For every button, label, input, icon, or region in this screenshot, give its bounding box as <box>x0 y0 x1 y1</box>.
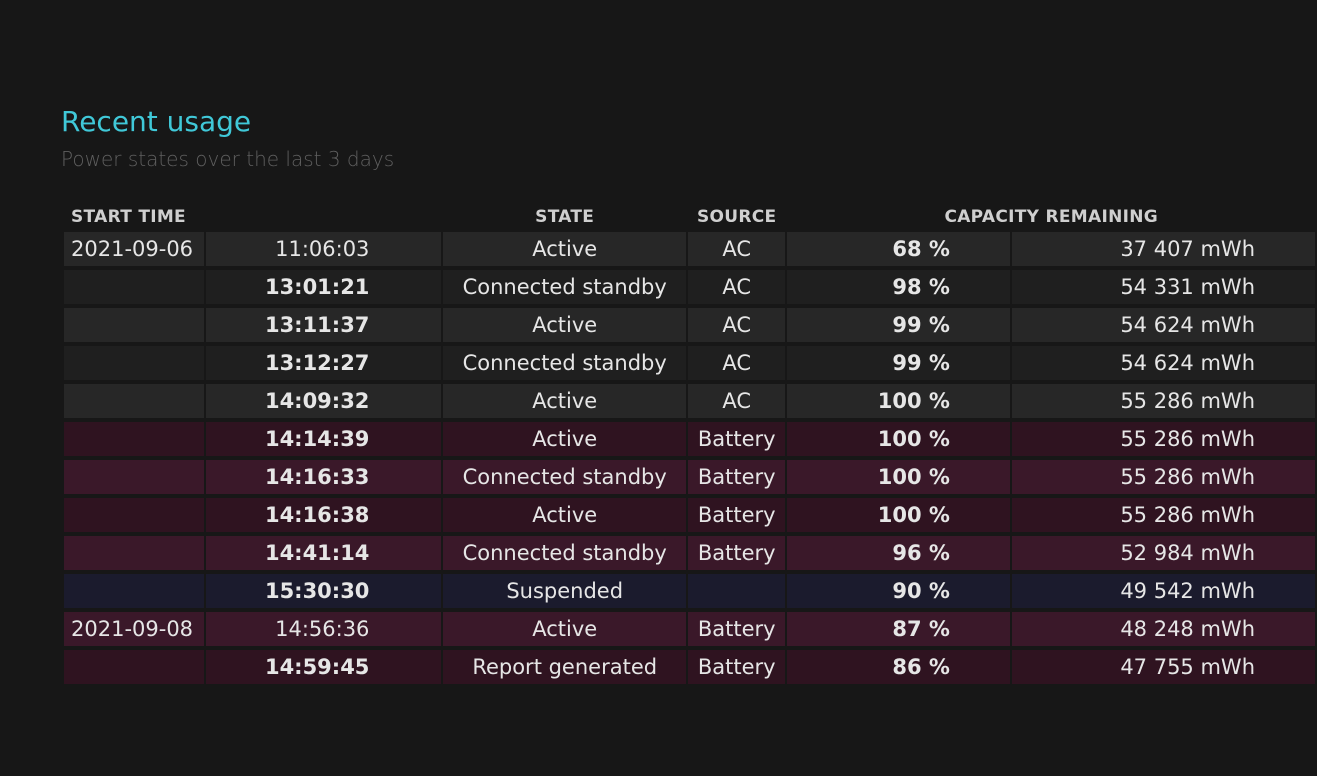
column-header-state: STATE <box>535 207 595 227</box>
row-time: 15:30:30 <box>205 574 442 608</box>
row-capacity-mwh: 55 286 mWh <box>1011 384 1315 418</box>
table-row: 14:16:33 Connected standby Battery 100 %… <box>64 460 1315 494</box>
row-time: 14:41:14 <box>205 536 442 570</box>
section-subtitle: Power states over the last 3 days <box>61 147 395 171</box>
row-capacity-percent: 96 % <box>787 536 1010 570</box>
row-time: 14:09:32 <box>205 384 442 418</box>
table-row: 13:01:21 Connected standby AC 98 % 54 33… <box>64 270 1315 304</box>
row-state: Active <box>443 498 686 532</box>
row-source: Battery <box>687 612 786 646</box>
row-capacity-percent: 68 % <box>787 232 1010 266</box>
row-date <box>64 422 204 456</box>
row-state: Active <box>443 384 686 418</box>
row-source: Battery <box>687 536 786 570</box>
row-capacity-percent: 99 % <box>787 346 1010 380</box>
row-capacity-mwh: 54 624 mWh <box>1011 346 1315 380</box>
row-time: 11:06:03 <box>205 232 442 266</box>
table-header-row: START TIME STATE SOURCE CAPACITY REMAINI… <box>64 206 1315 228</box>
row-date <box>64 270 204 304</box>
row-date <box>64 460 204 494</box>
table-body: 2021-09-06 11:06:03 Active AC 68 % 37 40… <box>64 232 1315 684</box>
row-capacity-mwh: 54 331 mWh <box>1011 270 1315 304</box>
section-title: Recent usage <box>61 105 252 138</box>
recent-usage-table: START TIME STATE SOURCE CAPACITY REMAINI… <box>62 202 1317 688</box>
row-state: Connected standby <box>443 460 686 494</box>
row-capacity-mwh: 48 248 mWh <box>1011 612 1315 646</box>
column-header-start-time: START TIME <box>71 207 186 227</box>
row-date <box>64 536 204 570</box>
row-date <box>64 308 204 342</box>
table-row: 15:30:30 Suspended 90 % 49 542 mWh <box>64 574 1315 608</box>
row-capacity-percent: 90 % <box>787 574 1010 608</box>
row-state: Report generated <box>443 650 686 684</box>
row-date: 2021-09-08 <box>64 612 204 646</box>
table-row: 14:14:39 Active Battery 100 % 55 286 mWh <box>64 422 1315 456</box>
row-time: 13:12:27 <box>205 346 442 380</box>
row-source: AC <box>687 346 786 380</box>
row-capacity-mwh: 55 286 mWh <box>1011 498 1315 532</box>
row-capacity-percent: 99 % <box>787 308 1010 342</box>
row-source: AC <box>687 384 786 418</box>
table-row: 14:16:38 Active Battery 100 % 55 286 mWh <box>64 498 1315 532</box>
row-time: 13:11:37 <box>205 308 442 342</box>
table-row: 13:11:37 Active AC 99 % 54 624 mWh <box>64 308 1315 342</box>
row-source <box>687 574 786 608</box>
row-date: 2021-09-06 <box>64 232 204 266</box>
table-row: 2021-09-06 11:06:03 Active AC 68 % 37 40… <box>64 232 1315 266</box>
row-source: AC <box>687 270 786 304</box>
column-header-capacity-remaining: CAPACITY REMAINING <box>944 207 1159 227</box>
row-state: Suspended <box>443 574 686 608</box>
row-date <box>64 498 204 532</box>
row-source: AC <box>687 232 786 266</box>
row-capacity-percent: 100 % <box>787 498 1010 532</box>
table-row: 14:59:45 Report generated Battery 86 % 4… <box>64 650 1315 684</box>
row-date <box>64 346 204 380</box>
row-capacity-percent: 86 % <box>787 650 1010 684</box>
row-time: 14:56:36 <box>205 612 442 646</box>
row-state: Active <box>443 232 686 266</box>
row-state: Active <box>443 308 686 342</box>
row-capacity-percent: 100 % <box>787 384 1010 418</box>
row-capacity-percent: 87 % <box>787 612 1010 646</box>
row-state: Active <box>443 422 686 456</box>
row-date <box>64 650 204 684</box>
table-row: 14:09:32 Active AC 100 % 55 286 mWh <box>64 384 1315 418</box>
row-capacity-mwh: 55 286 mWh <box>1011 422 1315 456</box>
row-date <box>64 384 204 418</box>
table-row: 14:41:14 Connected standby Battery 96 % … <box>64 536 1315 570</box>
table-row: 2021-09-08 14:56:36 Active Battery 87 % … <box>64 612 1315 646</box>
row-capacity-mwh: 47 755 mWh <box>1011 650 1315 684</box>
row-source: Battery <box>687 498 786 532</box>
row-time: 14:59:45 <box>205 650 442 684</box>
row-capacity-mwh: 55 286 mWh <box>1011 460 1315 494</box>
row-time: 14:16:33 <box>205 460 442 494</box>
row-capacity-mwh: 37 407 mWh <box>1011 232 1315 266</box>
row-capacity-percent: 100 % <box>787 422 1010 456</box>
row-capacity-mwh: 49 542 mWh <box>1011 574 1315 608</box>
row-capacity-mwh: 54 624 mWh <box>1011 308 1315 342</box>
row-time: 14:14:39 <box>205 422 442 456</box>
row-capacity-percent: 98 % <box>787 270 1010 304</box>
row-time: 13:01:21 <box>205 270 442 304</box>
row-state: Active <box>443 612 686 646</box>
row-state: Connected standby <box>443 270 686 304</box>
row-source: Battery <box>687 650 786 684</box>
row-capacity-percent: 100 % <box>787 460 1010 494</box>
row-source: Battery <box>687 422 786 456</box>
row-date <box>64 574 204 608</box>
row-source: Battery <box>687 460 786 494</box>
row-time: 14:16:38 <box>205 498 442 532</box>
row-source: AC <box>687 308 786 342</box>
row-capacity-mwh: 52 984 mWh <box>1011 536 1315 570</box>
column-header-source: SOURCE <box>696 207 777 227</box>
row-state: Connected standby <box>443 346 686 380</box>
row-state: Connected standby <box>443 536 686 570</box>
table-row: 13:12:27 Connected standby AC 99 % 54 62… <box>64 346 1315 380</box>
